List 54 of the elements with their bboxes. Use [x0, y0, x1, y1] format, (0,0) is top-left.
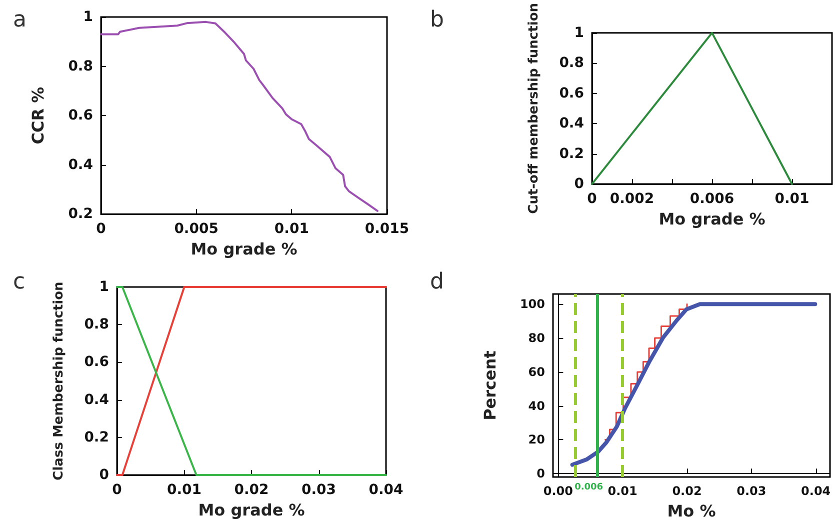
y-tick-label: 0 — [99, 467, 110, 483]
x-tick-label: 0.015 — [364, 221, 410, 238]
y-axis-title: CCR % — [28, 86, 48, 144]
chart-title: b — [430, 8, 444, 32]
x-tick-label: 0.03 — [301, 482, 336, 498]
y-tick-label: 0.6 — [84, 354, 109, 370]
y-tick-label: 0.6 — [68, 108, 93, 124]
x-tick-label: 0.02 — [234, 482, 269, 498]
y-axis-title: Percent — [480, 350, 500, 420]
x-tick-label: 0.01 — [166, 482, 202, 498]
x-axis-title: Mo % — [667, 502, 716, 520]
x-axis-title: Mo grade % — [658, 209, 766, 228]
y-tick-label: 0.6 — [559, 85, 584, 102]
y-tick-label: 0 — [574, 176, 584, 192]
x-tick-label: 0 — [587, 191, 598, 207]
x-tick-label: 0.002 — [610, 191, 654, 207]
x-axis-title: Mo grade % — [198, 500, 305, 520]
y-tick-label: 0.2 — [84, 429, 109, 446]
x-tick-label: 0.01 — [274, 221, 309, 238]
x-tick-label: 0.04 — [801, 484, 831, 498]
y-tick-label: 80 — [528, 331, 545, 346]
y-tick-label: 0.2 — [559, 146, 584, 162]
x-tick-label: 0.00 — [543, 484, 573, 498]
y-tick-label: 0 — [536, 466, 545, 481]
x-tick-label: 0.01 — [774, 191, 810, 207]
y-axis-title: Cut-off membership function — [526, 3, 542, 214]
y-tick-label: 1 — [574, 24, 584, 41]
y-tick-label: 60 — [528, 364, 545, 379]
x-tick-label: 0.03 — [736, 484, 766, 498]
y-tick-label: 0.8 — [84, 316, 109, 333]
chart-title: c — [13, 270, 26, 294]
y-tick-label: 0.4 — [559, 116, 584, 132]
y-tick-label: 0.4 — [68, 156, 94, 173]
y-tick-label: 20 — [528, 432, 545, 447]
y-tick-label: 0.8 — [68, 58, 93, 74]
x-tick-label: 0.02 — [672, 484, 702, 498]
y-tick-label: 1 — [83, 9, 93, 25]
y-tick-label: 100 — [520, 297, 545, 312]
y-tick-label: 0.2 — [68, 206, 93, 222]
y-tick-label: 1 — [99, 279, 109, 295]
x-tick-label: 0.005 — [174, 221, 218, 238]
line-series — [100, 20, 378, 212]
y-tick-label: 0.8 — [559, 55, 584, 72]
y-axis-title: Class Membership function — [52, 282, 66, 480]
x-tick-label: 0.04 — [368, 482, 404, 498]
y-tick-label: 0.4 — [84, 392, 110, 408]
chart-title: d — [430, 270, 444, 294]
x-tick-label: 0.006 — [690, 191, 734, 207]
x-tick-label: 0.01 — [608, 484, 638, 498]
x-axis-title: Mo grade % — [190, 240, 298, 258]
line-series — [570, 302, 818, 467]
y-tick-label: 40 — [528, 398, 545, 413]
chart-title: a — [13, 8, 26, 32]
x-tick-label: 0 — [112, 482, 122, 498]
